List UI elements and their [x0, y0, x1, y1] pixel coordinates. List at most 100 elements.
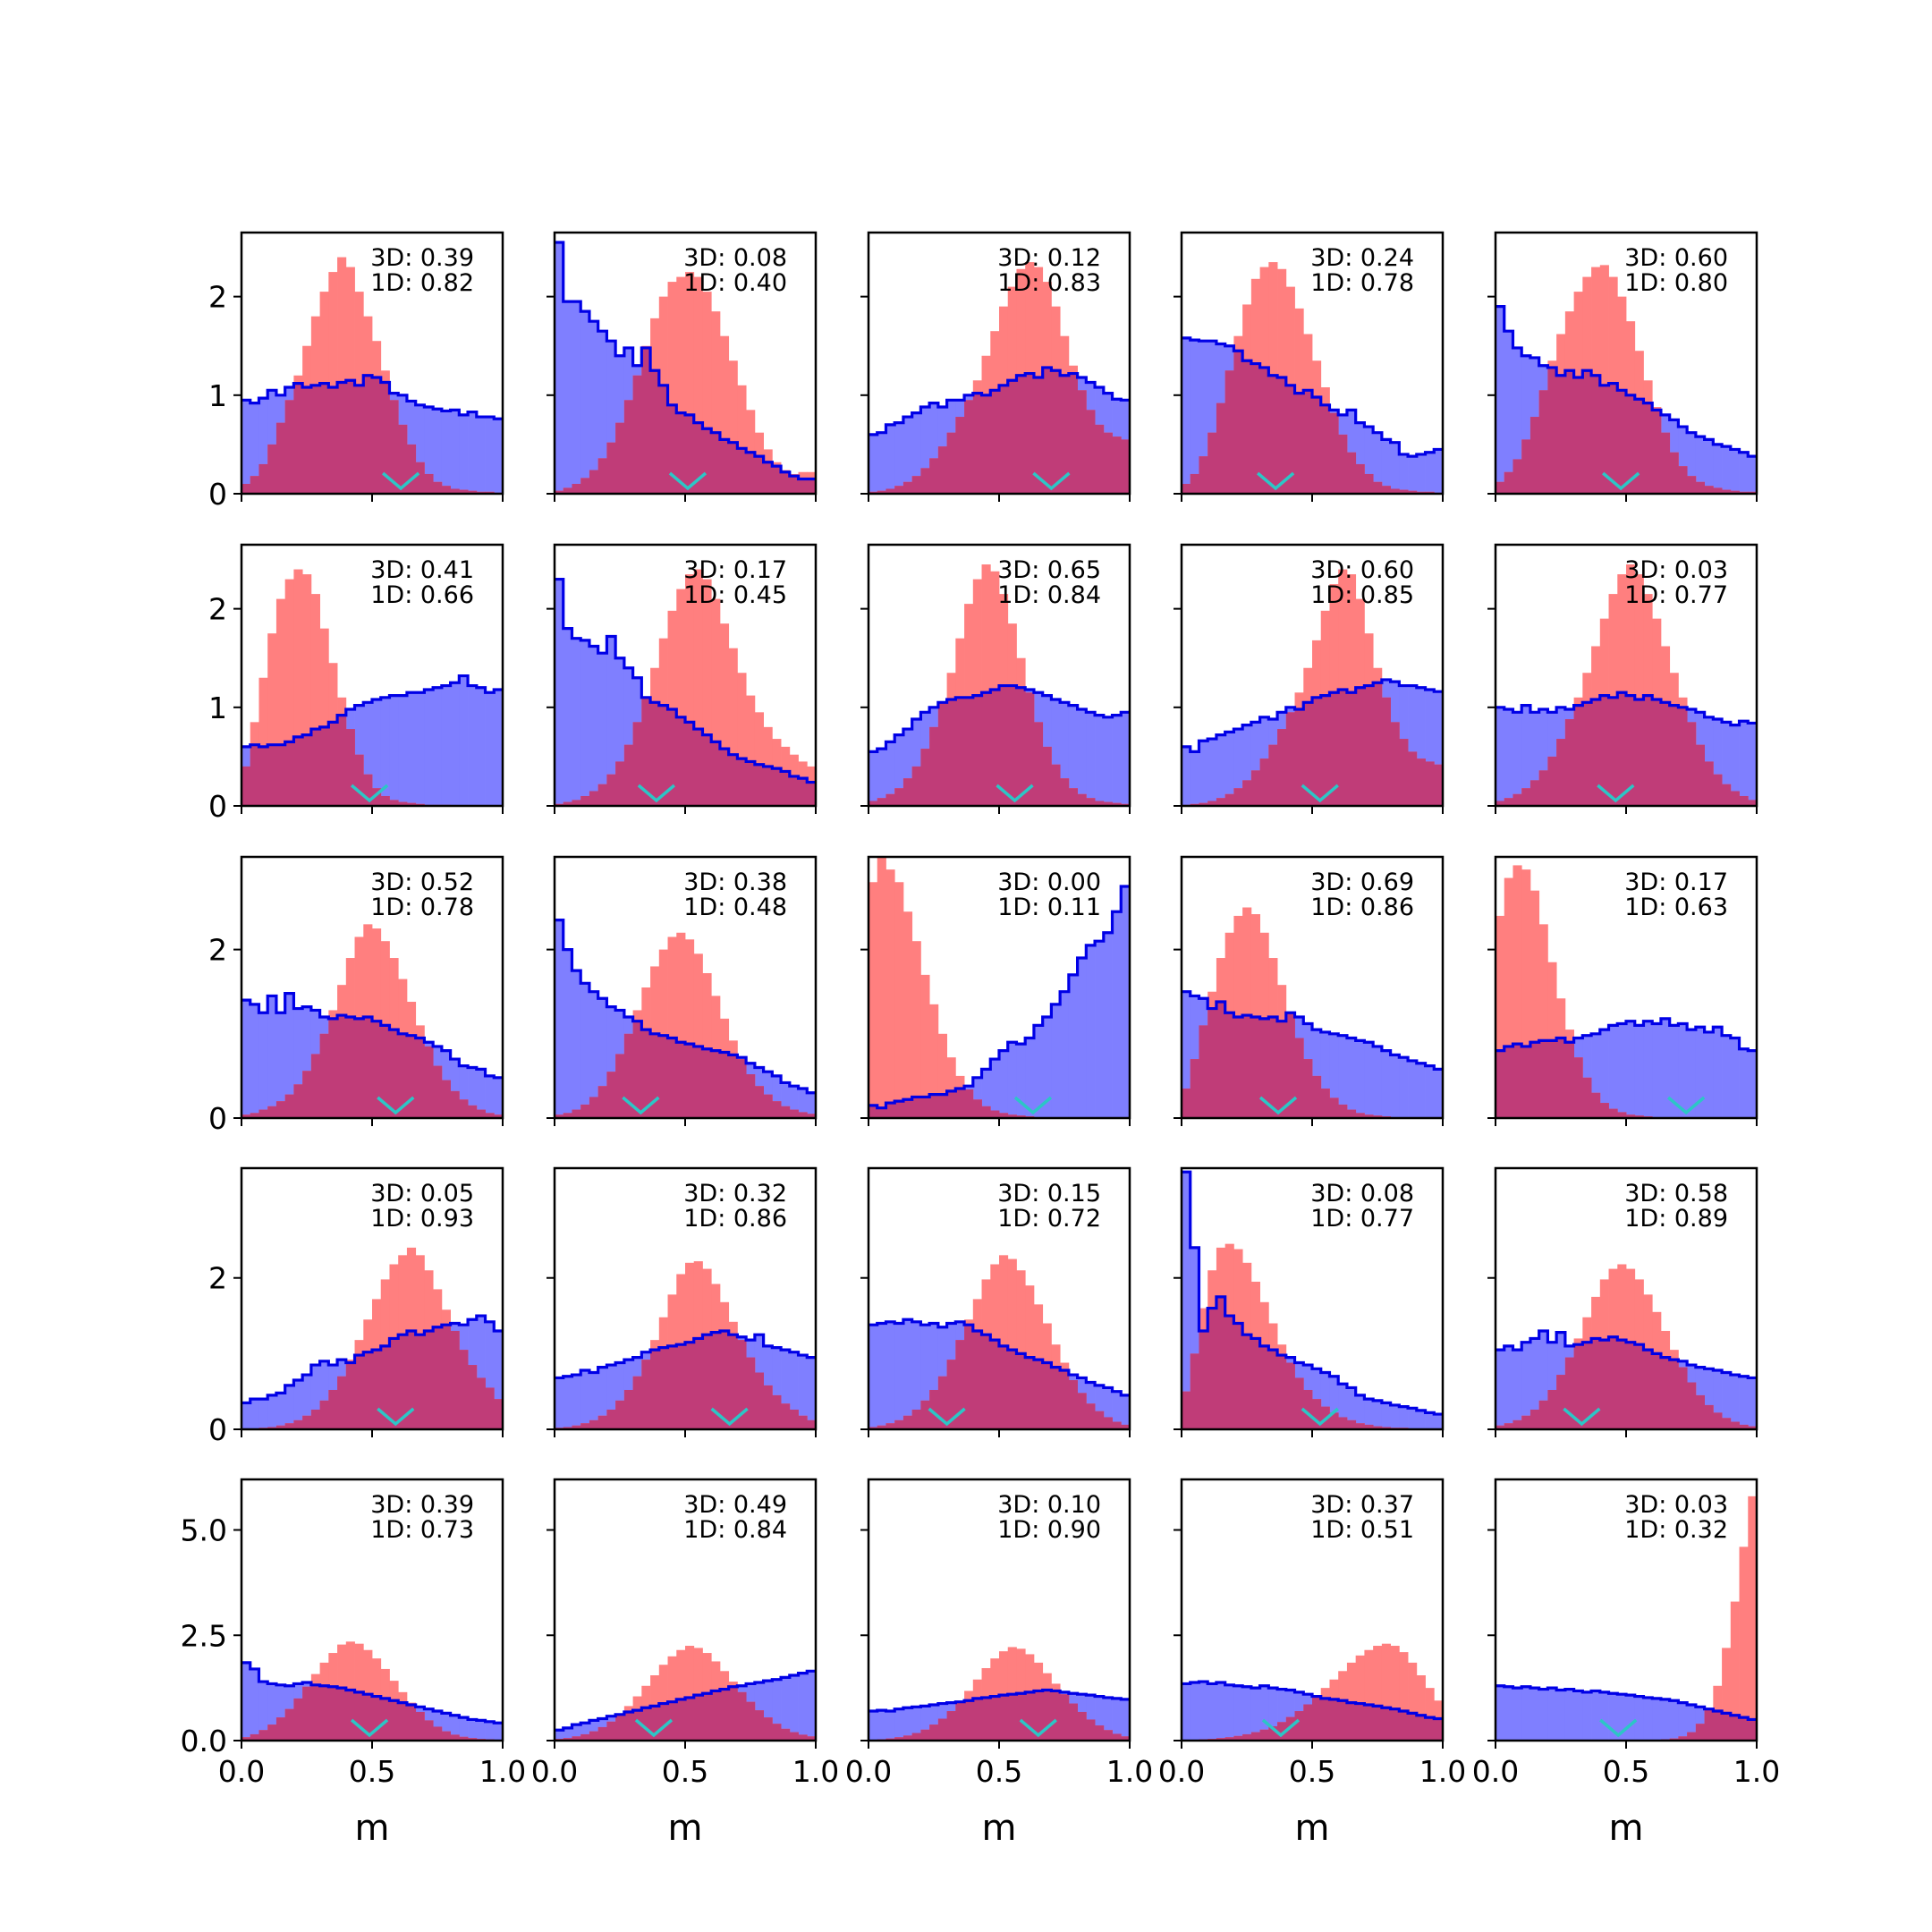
marker-chevron — [1261, 1718, 1301, 1738]
blue-bar — [1722, 1035, 1732, 1118]
blue-bar — [1103, 932, 1113, 1118]
blue-bar — [450, 1059, 460, 1118]
blue-step-line — [1182, 336, 1443, 458]
overlap-bar — [1390, 1708, 1400, 1741]
overlap-bar — [1669, 705, 1679, 806]
blue-bar — [441, 411, 451, 494]
blue-bar — [763, 1681, 773, 1741]
blue-bar — [1538, 1330, 1548, 1429]
overlap-bar — [807, 1736, 817, 1741]
red-bar — [1373, 1646, 1383, 1741]
blue-bar — [1504, 1345, 1513, 1429]
overlap-bar — [310, 385, 320, 494]
marker-chevron — [668, 471, 708, 491]
overlap-bar — [1312, 1696, 1322, 1741]
overlap-bar — [1408, 490, 1418, 494]
overlap-bar — [1730, 1715, 1740, 1741]
overlap-bar — [1513, 1419, 1522, 1429]
overlap-bar — [886, 488, 895, 494]
red-bar — [937, 1033, 947, 1118]
blue-step-line — [869, 683, 1130, 753]
overlap-bar — [902, 778, 913, 806]
blue-bar — [242, 1402, 251, 1429]
overlap-bar — [807, 1114, 817, 1118]
blue-bar — [1208, 1683, 1217, 1741]
overlap-bar — [1722, 1418, 1732, 1429]
overlap-bar — [1626, 695, 1636, 806]
overlap-bar — [1277, 1021, 1287, 1118]
overlap-bar — [693, 422, 703, 494]
overlap-bar — [1573, 377, 1583, 494]
overlap-bar — [372, 377, 382, 494]
overlap-bar — [1381, 1707, 1391, 1741]
overlap-bar — [902, 1735, 913, 1741]
blue-bar — [1242, 724, 1252, 806]
overlap-bar — [1364, 1114, 1374, 1118]
blue-bar — [1722, 722, 1732, 806]
overlap-bar — [693, 1046, 703, 1118]
overlap-bar — [275, 1425, 286, 1429]
blue-bar — [894, 422, 904, 494]
blue-bar — [494, 1077, 504, 1118]
overlap-bar — [920, 1729, 930, 1741]
overlap-bar — [981, 1697, 991, 1741]
overlap-bar — [354, 1018, 364, 1118]
overlap-bar — [658, 705, 668, 806]
y-tick-label: 2 — [208, 933, 227, 968]
annotation-1d: 1D: 0.89 — [1624, 1205, 1728, 1233]
blue-bar — [476, 1720, 486, 1741]
y-tick-label: 0 — [208, 1101, 227, 1136]
overlap-bar — [1634, 1115, 1644, 1118]
blue-bar — [781, 1082, 791, 1118]
red-bar — [667, 936, 677, 1118]
blue-bar — [1346, 410, 1357, 494]
overlap-bar — [650, 1706, 660, 1741]
overlap-bar — [1250, 770, 1260, 806]
overlap-bar — [1556, 1375, 1566, 1429]
y-tick-label: 0 — [208, 1412, 227, 1447]
blue-bar — [1704, 439, 1714, 494]
overlap-bar — [920, 1097, 930, 1118]
overlap-bar — [302, 1415, 312, 1429]
blue-bar — [459, 1065, 469, 1118]
overlap-bar — [1095, 424, 1105, 494]
overlap-bar — [746, 1701, 756, 1741]
red-bar — [667, 282, 677, 494]
overlap-bar — [702, 1693, 712, 1741]
overlap-bar — [1016, 1353, 1026, 1429]
overlap-bar — [781, 771, 791, 806]
blue-bar — [415, 692, 425, 806]
overlap-bar — [1556, 739, 1566, 806]
blue-bar — [267, 996, 277, 1118]
blue-bar — [1103, 1697, 1113, 1741]
overlap-bar — [1182, 483, 1191, 494]
overlap-bar — [1695, 481, 1705, 494]
overlap-bar — [563, 801, 572, 806]
blue-bar — [1112, 1391, 1122, 1429]
overlap-bar — [1364, 1424, 1374, 1429]
overlap-bar — [380, 795, 390, 806]
overlap-bar — [972, 1330, 982, 1429]
x-tick-label: 0.0 — [1158, 1754, 1205, 1789]
overlap-bar — [1730, 791, 1740, 806]
blue-step-line — [1182, 1680, 1443, 1721]
overlap-bar — [737, 1340, 747, 1429]
overlap-bar — [1434, 1718, 1444, 1741]
blue-bar — [485, 1321, 495, 1429]
blue-bar — [293, 1379, 303, 1429]
overlap-bar — [955, 417, 965, 494]
blue-step-line — [1496, 691, 1757, 727]
overlap-bar — [1285, 1362, 1295, 1429]
overlap-bar — [1748, 800, 1758, 806]
red-bar — [1504, 877, 1513, 1118]
red-bar — [267, 633, 277, 806]
blue-bar — [869, 1325, 878, 1429]
overlap-bar — [1373, 1115, 1383, 1118]
overlap-bar — [981, 692, 991, 806]
overlap-bar — [354, 1355, 364, 1429]
overlap-bar — [1121, 1736, 1131, 1741]
red-bar — [711, 311, 721, 494]
marker-chevron — [1258, 1096, 1298, 1115]
overlap-bar — [1268, 1350, 1278, 1429]
annotation-3d: 3D: 0.10 — [997, 1491, 1101, 1519]
